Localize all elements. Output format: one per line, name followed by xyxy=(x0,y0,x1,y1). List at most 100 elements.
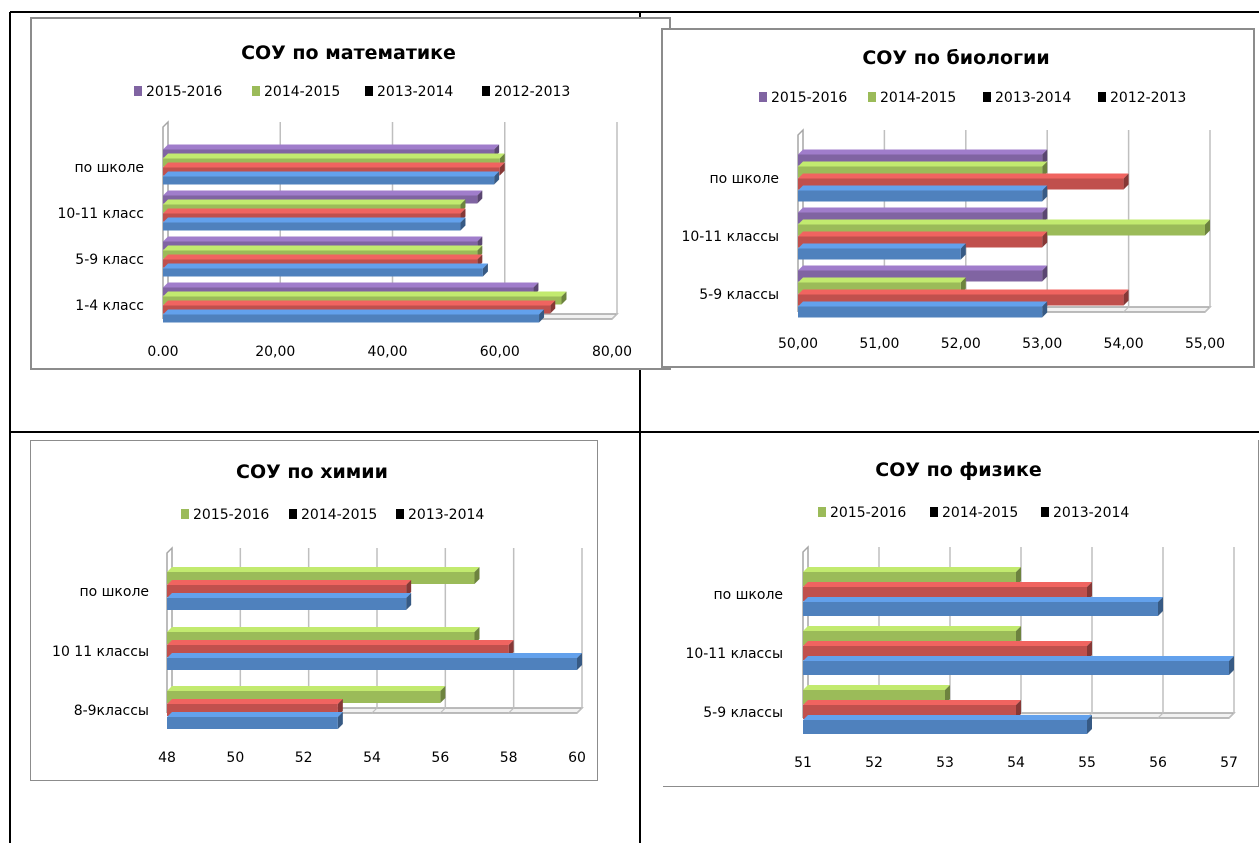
bar xyxy=(803,656,1234,675)
math-chart-svg: СОУ по математике 2015-2016 2014-2015 2013-… xyxy=(57,42,632,360)
x-tick-label: 51,00 xyxy=(859,336,899,352)
legend-swatch xyxy=(759,92,767,102)
x-tick-label: 55,00 xyxy=(1185,336,1225,352)
legend-swatch xyxy=(818,507,826,517)
x-tick-label: 56 xyxy=(431,750,449,766)
chem-chart-svg: СОУ по химии 2015-2016 2014-2015 2013-2014 4… xyxy=(52,461,586,766)
legend-item: 2015-2016 xyxy=(759,90,847,106)
x-tick-label: 60,00 xyxy=(480,344,520,360)
bar xyxy=(798,185,1048,202)
x-tick-label: 57 xyxy=(1220,755,1238,771)
category-label: по школе xyxy=(74,160,144,176)
legend-item: 2015-2016 xyxy=(181,507,269,523)
chart-title: СОУ по химии xyxy=(236,461,388,483)
category-label: 5-9 классы xyxy=(699,287,779,303)
x-tick-label: 54,00 xyxy=(1104,336,1144,352)
legend-item: 2014-2015 xyxy=(289,507,377,523)
x-tick-label: 52 xyxy=(295,750,313,766)
category-label: по школе xyxy=(79,584,149,600)
legend-swatch xyxy=(983,92,991,102)
legend-swatch xyxy=(252,86,260,96)
category-label: по школе xyxy=(709,171,779,187)
chart-chemistry: СОУ по химии 2015-2016 2014-2015 2013-2014 4… xyxy=(30,440,598,781)
x-tick-label: 56 xyxy=(1149,755,1167,771)
bar xyxy=(798,161,1048,178)
legend-swatch xyxy=(1098,92,1106,102)
legend-label: 2015-2016 xyxy=(193,507,269,523)
bar xyxy=(798,219,1210,236)
category-label: 10-11 классы xyxy=(681,229,779,245)
legend-label: 2015-2016 xyxy=(146,84,222,100)
x-tick-label: 52 xyxy=(865,755,883,771)
legend-swatch xyxy=(1041,507,1049,517)
legend-label: 2014-2015 xyxy=(301,507,377,523)
chart-math: СОУ по математике 2015-2016 2014-2015 2013-… xyxy=(30,17,671,370)
x-tick-label: 58 xyxy=(500,750,518,766)
x-tick-label: 80,00 xyxy=(592,344,632,360)
category-label: 10 11 классы xyxy=(52,644,149,660)
x-tick-label: 54 xyxy=(1007,755,1025,771)
bar xyxy=(798,301,1048,318)
x-tick-label: 52,00 xyxy=(941,336,981,352)
legend-label: 2012-2013 xyxy=(494,84,570,100)
legend-item: 2013-2014 xyxy=(396,507,484,523)
legend-swatch xyxy=(134,86,142,96)
x-tick-label: 48 xyxy=(158,750,176,766)
legend-swatch xyxy=(365,86,373,96)
legend-item: 2012-2013 xyxy=(1098,90,1186,106)
legend-swatch xyxy=(396,509,404,519)
x-tick-label: 54 xyxy=(363,750,381,766)
bar xyxy=(798,243,966,260)
x-tick-label: 50 xyxy=(226,750,244,766)
chart-title: СОУ по физике xyxy=(875,459,1041,481)
legend-swatch xyxy=(930,507,938,517)
bar xyxy=(163,217,466,231)
chart-title: СОУ по математике xyxy=(241,42,456,64)
category-label: по школе xyxy=(713,587,783,603)
bar xyxy=(167,593,412,610)
x-tick-label: 50,00 xyxy=(778,336,818,352)
legend-label: 2015-2016 xyxy=(771,90,847,106)
legend-label: 2012-2013 xyxy=(1110,90,1186,106)
legend-label: 2013-2014 xyxy=(995,90,1071,106)
bar xyxy=(163,309,545,323)
legend-item: 2013-2014 xyxy=(983,90,1071,106)
x-tick-label: 60 xyxy=(568,750,586,766)
legend-item: 2012-2013 xyxy=(482,84,570,100)
x-tick-label: 0.00 xyxy=(147,344,178,360)
category-label: 10-11 класс xyxy=(57,206,144,222)
legend-item: 2014-2015 xyxy=(252,84,340,100)
legend-item: 2013-2014 xyxy=(365,84,453,100)
category-label: 5-9 класс xyxy=(75,252,144,268)
bar xyxy=(798,231,1048,248)
legend-label: 2014-2015 xyxy=(264,84,340,100)
x-tick-label: 53 xyxy=(936,755,954,771)
chart-title: СОУ по биологии xyxy=(862,47,1049,69)
legend-label: 2015-2016 xyxy=(830,505,906,521)
legend-label: 2013-2014 xyxy=(408,507,484,523)
category-label: 1-4 класс xyxy=(75,298,144,314)
legend-item: 2015-2016 xyxy=(134,84,222,100)
bar xyxy=(798,265,1048,282)
bar xyxy=(167,653,582,670)
bar xyxy=(163,263,488,277)
legend-label: 2013-2014 xyxy=(1053,505,1129,521)
legend-item: 2015-2016 xyxy=(818,505,906,521)
legend-swatch xyxy=(181,509,189,519)
legend-item: 2013-2014 xyxy=(1041,505,1129,521)
x-tick-label: 55 xyxy=(1078,755,1096,771)
x-tick-label: 53,00 xyxy=(1022,336,1062,352)
category-label: 8-9классы xyxy=(74,703,149,719)
bar xyxy=(167,712,343,729)
phys-chart-svg: СОУ по физике 2015-2016 2014-2015 2013-2014… xyxy=(685,459,1238,771)
legend-label: 2013-2014 xyxy=(377,84,453,100)
category-label: 10-11 классы xyxy=(685,646,783,662)
bar xyxy=(163,171,500,185)
legend-label: 2014-2015 xyxy=(942,505,1018,521)
x-tick-label: 40,00 xyxy=(367,344,407,360)
legend-swatch xyxy=(482,86,490,96)
legend-swatch xyxy=(868,92,876,102)
x-tick-label: 20,00 xyxy=(255,344,295,360)
x-tick-label: 51 xyxy=(794,755,812,771)
chart-biology: СОУ по биологии 2015-2016 2014-2015 2013-20… xyxy=(661,28,1255,368)
